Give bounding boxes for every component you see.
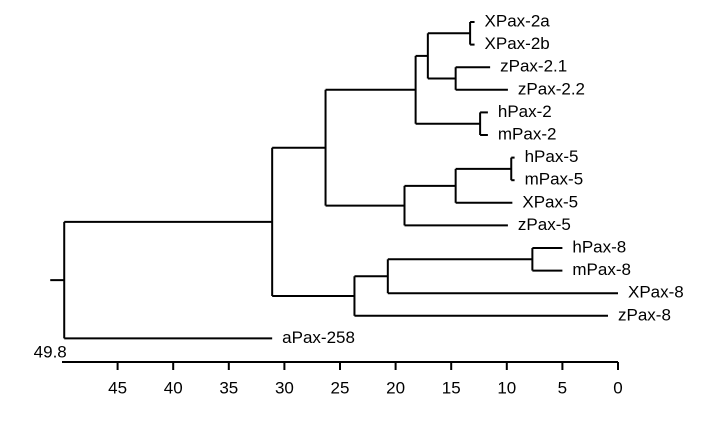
x-tick-label: 0 (613, 378, 622, 397)
leaf-label: XPax-5 (522, 192, 578, 211)
x-tick-label: 20 (386, 378, 405, 397)
leaf-label: zPax-2.1 (500, 57, 567, 76)
leaf-label: mPax-8 (572, 260, 631, 279)
root-height-label: 49.8 (34, 342, 67, 361)
leaf-label: XPax-2b (485, 34, 550, 53)
x-tick-label: 15 (442, 378, 461, 397)
leaf-label: aPax-258 (282, 328, 355, 347)
x-tick-label: 35 (219, 378, 238, 397)
leaf-label: hPax-2 (498, 102, 552, 121)
leaf-label: XPax-2a (485, 11, 551, 30)
x-tick-label: 45 (108, 378, 127, 397)
leaf-label: hPax-8 (572, 237, 626, 256)
leaf-label: mPax-2 (498, 124, 557, 143)
leaf-label: hPax-5 (525, 147, 579, 166)
leaf-label: zPax-2.2 (518, 79, 585, 98)
leaf-label: zPax-8 (618, 305, 671, 324)
x-tick-label: 40 (164, 378, 183, 397)
leaf-label: XPax-8 (628, 283, 684, 302)
x-tick-label: 25 (331, 378, 350, 397)
x-tick-label: 5 (558, 378, 567, 397)
leaf-label: zPax-5 (518, 215, 571, 234)
x-tick-label: 30 (275, 378, 294, 397)
x-tick-label: 10 (497, 378, 516, 397)
leaf-label: mPax-5 (525, 170, 584, 189)
